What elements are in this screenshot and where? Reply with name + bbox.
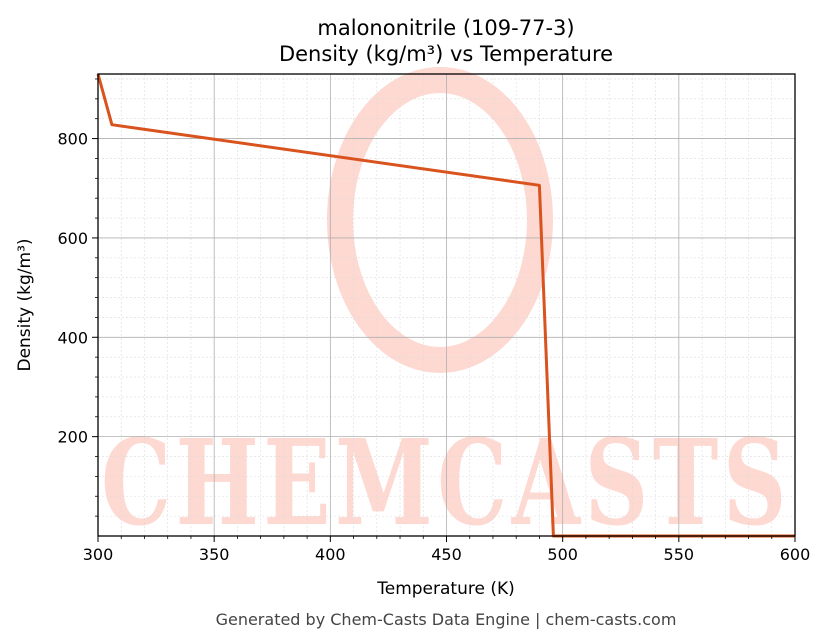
y-tick-label: 400 — [57, 328, 88, 347]
footer-credit: Generated by Chem-Casts Data Engine | ch… — [216, 610, 677, 629]
y-axis-label: Density (kg/m³) — [15, 238, 35, 371]
x-tick-label: 500 — [547, 545, 578, 564]
x-tick-label: 350 — [199, 545, 230, 564]
y-tick-label: 600 — [57, 229, 88, 248]
x-tick-label: 300 — [83, 545, 114, 564]
x-tick-label: 600 — [780, 545, 811, 564]
x-tick-label: 450 — [431, 545, 462, 564]
x-axis-ticks: 300 350 400 450 500 550 600 — [83, 536, 811, 564]
y-axis-ticks: 200 400 600 800 — [57, 78, 98, 517]
y-tick-label: 800 — [57, 130, 88, 149]
chemcasts-watermark: CHEMCASTS — [101, 67, 791, 552]
watermark-text: CHEMCASTS — [101, 413, 791, 552]
chart-title: malononitrile (109-77-3) — [317, 16, 574, 40]
chart-subtitle: Density (kg/m³) vs Temperature — [279, 42, 613, 66]
x-axis-label: Temperature (K) — [376, 579, 515, 599]
x-tick-label: 400 — [315, 545, 346, 564]
x-tick-label: 550 — [664, 545, 695, 564]
y-tick-label: 200 — [57, 428, 88, 447]
